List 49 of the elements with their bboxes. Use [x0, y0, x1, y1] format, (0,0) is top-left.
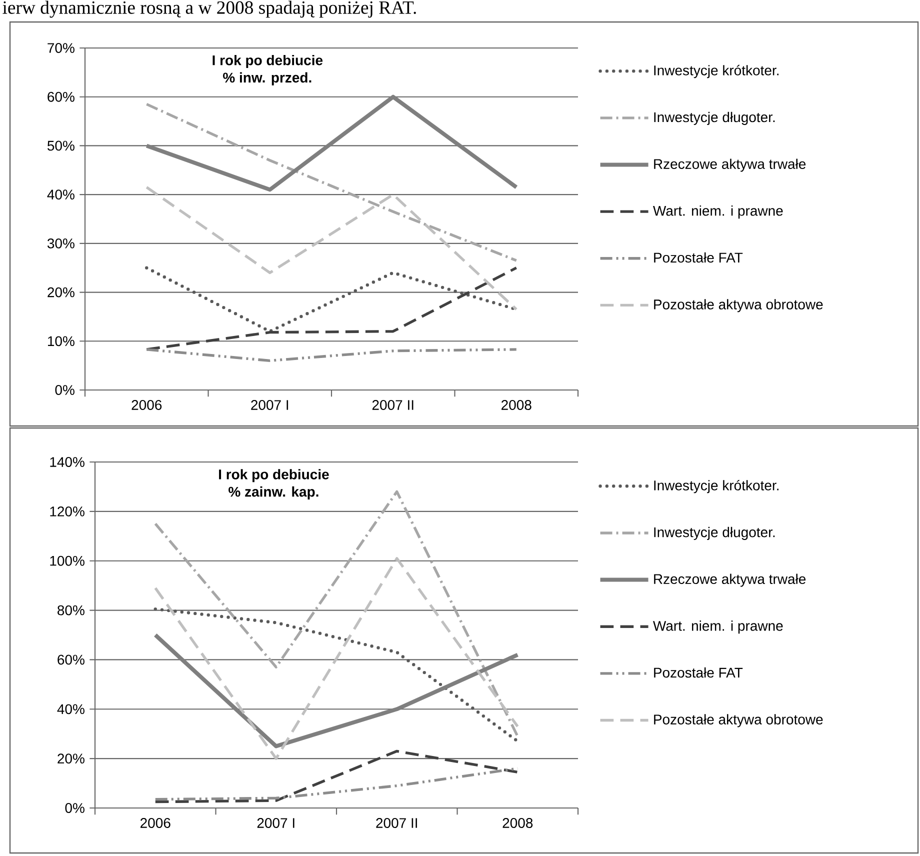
text: % inw. przed.	[223, 72, 312, 86]
line-series	[154, 607, 520, 743]
legend-label: Pozostałe aktywa obrotowe	[654, 714, 823, 728]
y-tick-label: 40%	[57, 704, 84, 714]
line-series	[153, 633, 520, 748]
x-tick-label: 2007 II	[372, 400, 414, 410]
x-tick-label: 2007 I	[251, 400, 288, 410]
legend-label: Inwestycje krótkoter.	[654, 64, 778, 78]
y-tick-label: 140%	[50, 457, 84, 467]
y-tick-label: 60%	[58, 654, 84, 665]
line-series	[154, 750, 519, 804]
chart-title: I rok po debiucie	[219, 469, 329, 482]
y-tick-label: 70%	[48, 43, 74, 53]
y-tick-label: 20%	[58, 754, 84, 764]
legend-label: Inwestycje krótkoter.	[654, 480, 778, 494]
y-tick-label: 0%	[55, 385, 74, 395]
legend-label: Pozostałe aktywa obrotowe	[654, 299, 823, 312]
line-series	[144, 94, 518, 192]
chart-title: I rok po debiucie	[212, 54, 323, 68]
line-series	[154, 767, 519, 801]
y-tick-label: 60%	[48, 92, 74, 102]
x-tick-label: 2006	[140, 818, 170, 828]
x-tick-label: 2006	[132, 400, 162, 410]
x-tick-label: 2007 II	[376, 818, 417, 828]
y-tick-label: 30%	[47, 238, 74, 248]
legend-label: Inwestycje długoter.	[654, 526, 775, 540]
legend-label: Wart. niem. i prawne	[653, 206, 783, 219]
y-tick-label: 50%	[48, 140, 74, 151]
text: % zainw. kap.	[228, 486, 318, 500]
text: ierw dynamicznie rosną a w 2008 spadają poniżej RAT.	[2, 0, 416, 18]
line-series	[145, 102, 518, 262]
y-tick-label: 20%	[48, 287, 74, 298]
y-tick-label: 10%	[48, 336, 74, 346]
x-tick-label: 2008	[502, 400, 532, 410]
legend-label: Wart. niem. i prawne	[653, 620, 783, 634]
line-series	[145, 186, 518, 311]
y-tick-label: 80%	[58, 605, 84, 616]
legend-label: Rzeczowe aktywa trwałe	[654, 158, 806, 172]
x-tick-label: 2007 I	[257, 818, 294, 828]
legend-label: Pozostałe FAT	[654, 252, 743, 263]
x-tick-label: 2008	[502, 818, 533, 828]
y-tick-label: 100%	[50, 556, 84, 566]
y-tick-label: 0%	[65, 803, 84, 813]
legend-label: Pozostałe FAT	[654, 667, 743, 678]
y-tick-label: 40%	[47, 190, 74, 200]
y-tick-label: 120%	[50, 506, 84, 516]
line-series	[154, 557, 519, 760]
legend-label: Inwestycje długoter.	[654, 112, 775, 125]
legend-label: Rzeczowe aktywa trwałe	[654, 574, 806, 587]
